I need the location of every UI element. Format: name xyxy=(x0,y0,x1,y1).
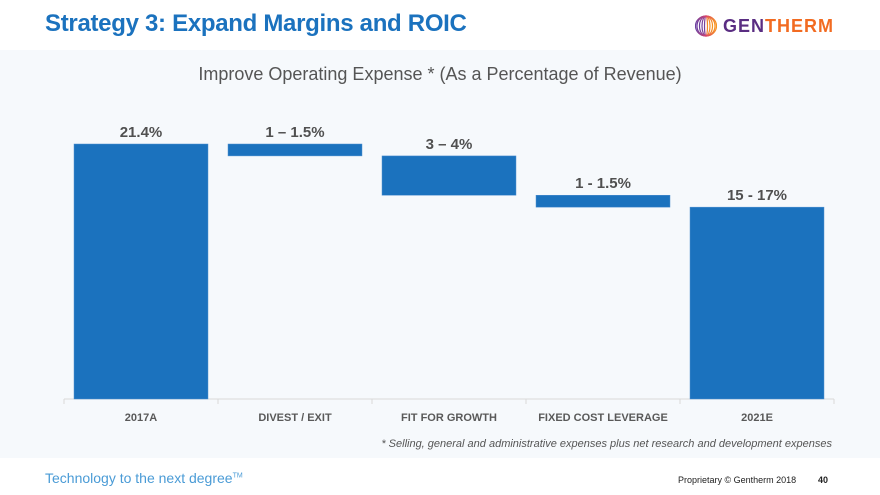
bar-2021e xyxy=(689,206,825,400)
x-tick-label: 2017A xyxy=(125,412,157,424)
x-tick-label: FIT FOR GROWTH xyxy=(401,412,497,424)
x-tick-label: DIVEST / EXIT xyxy=(258,412,332,424)
logo-gen: GEN xyxy=(723,15,766,36)
slide-title: Strategy 3: Expand Margins and ROIC xyxy=(45,10,467,37)
x-tick-label: 2021E xyxy=(741,412,773,424)
footnote: * Selling, general and administrative ex… xyxy=(381,438,832,450)
trademark-mark: TM xyxy=(232,472,243,480)
x-tick-label: FIXED COST LEVERAGE xyxy=(538,412,668,424)
page-number: 40 xyxy=(818,475,829,485)
tagline: Technology to the next degreeTM xyxy=(45,470,243,486)
bar-divest-exit xyxy=(227,143,363,157)
chart-title: Improve Operating Expense * (As a Percen… xyxy=(198,64,682,84)
logo-wordmark: GENTHERM xyxy=(723,16,834,37)
proprietary-notice: Proprietary © Gentherm 2018 xyxy=(678,475,797,485)
logo-therm: THERM xyxy=(765,15,835,36)
data-label: 1 - 1.5% xyxy=(575,175,631,192)
bar-fixed-cost-leverage xyxy=(535,194,671,208)
tagline-text: Technology to the next degree xyxy=(45,470,233,486)
bar-fit-for-growth xyxy=(381,155,517,196)
gentherm-sphere-icon xyxy=(695,15,717,37)
data-label: 3 – 4% xyxy=(426,136,473,153)
data-label: 21.4% xyxy=(120,124,163,141)
data-label: 15 - 17% xyxy=(727,187,787,204)
gentherm-logo: GENTHERM xyxy=(695,14,834,38)
data-label: 1 – 1.5% xyxy=(265,124,324,141)
bar-2017a xyxy=(73,143,209,400)
